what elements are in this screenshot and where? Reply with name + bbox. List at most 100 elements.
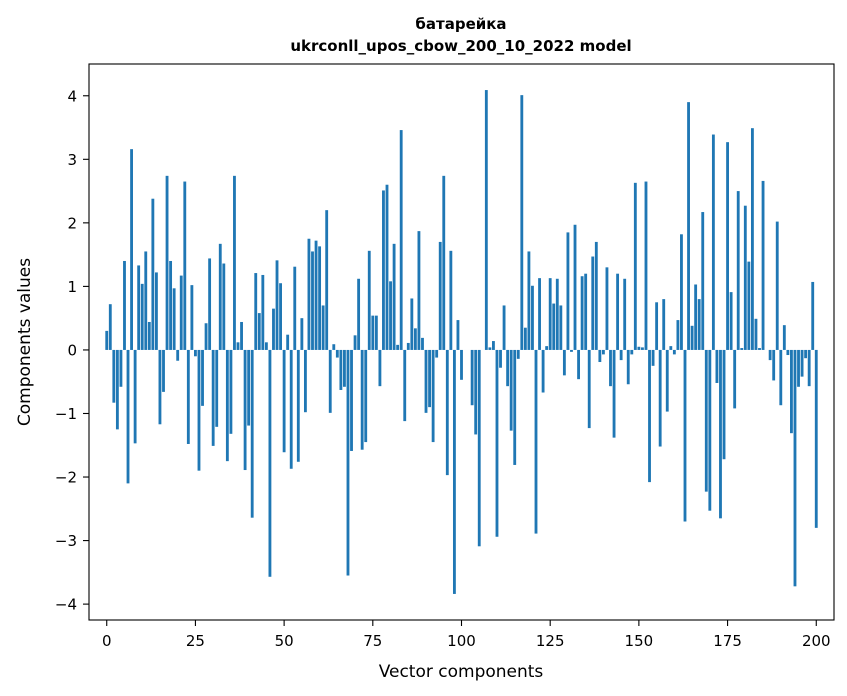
bar-183 xyxy=(754,318,758,350)
y-axis-label: Components values xyxy=(15,258,35,426)
bar-172 xyxy=(715,349,719,383)
bar-2 xyxy=(112,349,116,403)
bar-132 xyxy=(573,224,577,350)
bar-164 xyxy=(687,102,690,350)
bar-142 xyxy=(609,349,612,387)
bar-29 xyxy=(208,258,212,350)
bar-76 xyxy=(374,315,378,350)
bar-9 xyxy=(137,265,141,350)
bar-5 xyxy=(123,260,126,350)
bar-103 xyxy=(470,349,474,406)
bar-97 xyxy=(449,250,453,350)
y-tick-label: −1 xyxy=(55,405,77,423)
bar-133 xyxy=(577,349,580,380)
bar-146 xyxy=(623,278,627,350)
bar-68 xyxy=(346,349,350,576)
bar-140 xyxy=(601,349,605,355)
bar-86 xyxy=(410,298,414,350)
bar-143 xyxy=(612,349,616,438)
bars-group xyxy=(105,90,818,594)
bar-152 xyxy=(644,181,648,350)
bar-160 xyxy=(672,349,676,355)
bar-48 xyxy=(275,260,279,350)
bar-167 xyxy=(697,299,701,350)
bar-24 xyxy=(190,285,194,350)
bar-147 xyxy=(626,349,630,385)
bar-114 xyxy=(509,349,513,431)
bar-129 xyxy=(562,349,566,376)
bar-177 xyxy=(733,349,737,409)
bar-136 xyxy=(587,349,591,429)
bar-44 xyxy=(261,274,265,350)
bar-6 xyxy=(126,349,130,484)
bar-128 xyxy=(559,305,563,350)
bar-19 xyxy=(172,288,176,350)
bar-72 xyxy=(360,349,364,450)
bar-131 xyxy=(570,349,573,352)
bar-63 xyxy=(328,349,332,413)
bar-30 xyxy=(211,349,215,446)
bar-169 xyxy=(704,349,708,492)
bar-200 xyxy=(814,349,818,528)
bar-35 xyxy=(229,349,233,434)
bar-34 xyxy=(225,349,229,462)
bar-113 xyxy=(506,349,510,387)
x-tick-label: 200 xyxy=(802,632,831,650)
bar-78 xyxy=(382,190,385,350)
bar-77 xyxy=(378,349,382,387)
bar-120 xyxy=(531,285,534,350)
bar-51 xyxy=(286,334,290,350)
bar-134 xyxy=(580,276,584,350)
bar-71 xyxy=(357,278,361,350)
bar-82 xyxy=(396,344,400,350)
bar-161 xyxy=(676,320,680,350)
bar-198 xyxy=(807,349,811,387)
bar-194 xyxy=(793,349,797,587)
bar-3 xyxy=(115,349,119,430)
bar-67 xyxy=(343,349,346,387)
bar-126 xyxy=(552,303,556,350)
bar-145 xyxy=(619,349,623,361)
bar-96 xyxy=(445,349,449,476)
x-axis-label: Vector components xyxy=(379,662,544,682)
bar-115 xyxy=(513,349,517,465)
bar-43 xyxy=(257,313,261,350)
bar-54 xyxy=(296,349,300,462)
y-tick-label: −3 xyxy=(55,532,77,550)
bar-17 xyxy=(165,175,169,350)
bar-155 xyxy=(655,302,659,350)
bar-173 xyxy=(719,349,722,519)
bar-85 xyxy=(406,342,410,350)
bar-196 xyxy=(800,349,804,377)
bar-92 xyxy=(431,349,435,443)
bar-181 xyxy=(747,261,751,350)
bar-130 xyxy=(566,232,570,350)
bar-116 xyxy=(516,349,520,359)
bar-11 xyxy=(144,251,148,350)
bar-117 xyxy=(520,95,524,350)
bar-27 xyxy=(201,349,204,406)
bar-158 xyxy=(665,349,669,412)
y-tick-label: 1 xyxy=(67,278,77,296)
bar-53 xyxy=(293,266,297,350)
bar-21 xyxy=(179,275,183,350)
bar-42 xyxy=(254,273,258,350)
y-axis: −4 −3 −2 −1 0 1 2 3 4 xyxy=(55,87,89,614)
bar-184 xyxy=(758,348,761,350)
bar-182 xyxy=(750,128,754,350)
bar-178 xyxy=(736,191,740,350)
bar-89 xyxy=(421,337,424,350)
bar-22 xyxy=(183,181,187,350)
y-tick-label: −2 xyxy=(55,469,77,487)
bar-36 xyxy=(233,175,236,350)
bar-171 xyxy=(711,134,715,350)
bar-62 xyxy=(325,210,329,350)
bar-8 xyxy=(133,349,137,444)
bar-179 xyxy=(740,348,744,350)
bar-31 xyxy=(215,349,219,427)
x-tick-label: 150 xyxy=(625,632,654,650)
bar-154 xyxy=(651,349,655,366)
bar-112 xyxy=(502,305,506,350)
y-tick-label: −4 xyxy=(55,596,77,614)
bar-81 xyxy=(392,243,396,350)
